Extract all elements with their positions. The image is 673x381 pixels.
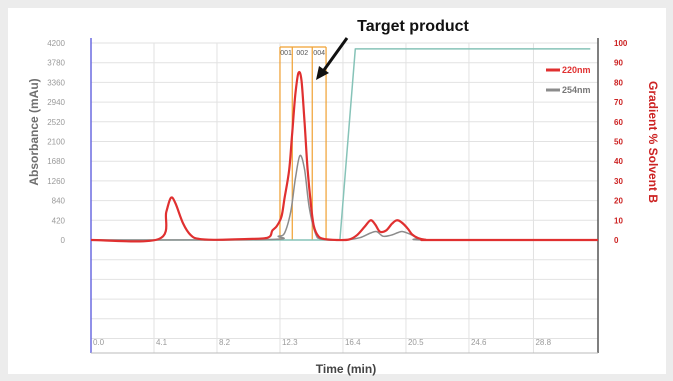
series-line-220nm <box>90 70 598 243</box>
y-tick-label: 2100 <box>47 138 65 147</box>
annotation-arrowhead <box>316 66 329 80</box>
x-tick-label: 12.3 <box>282 338 298 347</box>
y-tick-label: 420 <box>52 216 66 225</box>
y-axis-title: Absorbance (mAu) <box>27 78 41 185</box>
x-tick-label: 16.4 <box>345 338 361 347</box>
y-tick-label: 3360 <box>47 78 65 87</box>
fraction-label: 002 <box>296 50 308 57</box>
x-tick-label: 20.5 <box>408 338 424 347</box>
y-tick-label: 3780 <box>47 59 65 68</box>
y2-tick-label: 70 <box>614 98 623 107</box>
y-tick-label: 1260 <box>47 177 65 186</box>
y2-tick-label: 60 <box>614 118 623 127</box>
fraction-label: 004 <box>313 50 325 57</box>
annotation: Target product <box>316 18 470 80</box>
series-lines <box>90 48 599 243</box>
y2-tick-label: 50 <box>614 138 623 147</box>
tick-labels: 0 420 840 1260 1680 2100 2520 2940 3360 3780 4200 0… <box>47 39 628 347</box>
y2-tick-label: 0 <box>614 236 619 245</box>
annotation-arrow <box>322 37 349 71</box>
legend-label-220nm: 220nm <box>562 65 591 75</box>
y2-tick-label: 20 <box>614 197 623 206</box>
y2-tick-label: 40 <box>614 157 623 166</box>
y2-axis-title: Gradient % Solvent B <box>646 81 660 203</box>
y-tick-label: 0 <box>61 236 66 245</box>
y-tick-label: 2520 <box>47 118 65 127</box>
x-tick-label: 0.0 <box>93 338 105 347</box>
y2-tick-label: 10 <box>614 216 623 225</box>
legend-label-254nm: 254nm <box>562 85 591 95</box>
y-tick-label: 840 <box>52 197 66 206</box>
y2-tick-label: 30 <box>614 177 623 186</box>
x-tick-label: 8.2 <box>219 338 231 347</box>
y2-tick-label: 100 <box>614 39 628 48</box>
annotation-label: Target product <box>357 18 469 35</box>
y2-tick-label: 80 <box>614 78 623 87</box>
y-tick-label: 2940 <box>47 98 65 107</box>
x-axis-title: Time (min) <box>316 362 376 376</box>
y-tick-label: 4200 <box>47 39 65 48</box>
y-tick-label: 1680 <box>47 157 65 166</box>
x-tick-label: 24.6 <box>471 338 487 347</box>
fraction-label: 001 <box>280 50 292 57</box>
x-tick-label: 28.8 <box>535 338 551 347</box>
legend: 220nm 254nm <box>546 65 591 95</box>
x-tick-label: 4.1 <box>156 338 168 347</box>
y2-tick-label: 90 <box>614 59 623 68</box>
